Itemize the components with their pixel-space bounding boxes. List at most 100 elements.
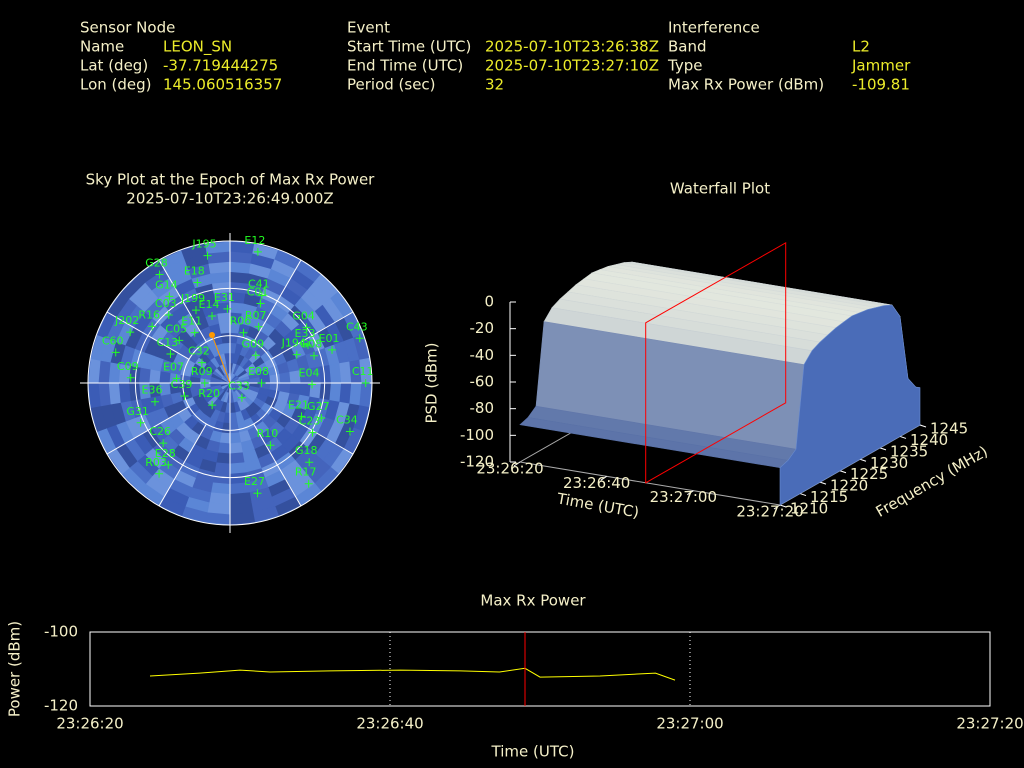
- satellite-marker: [208, 311, 217, 320]
- field-value: Jammer: [851, 57, 911, 75]
- z-tick-label: -100: [460, 426, 494, 444]
- y-tick-label: 1240: [910, 431, 948, 449]
- x-tick: [600, 475, 607, 481]
- section-title: Sensor Node: [80, 19, 175, 37]
- sky-tile: [220, 331, 231, 344]
- z-tick-label: -20: [470, 319, 495, 337]
- x-axis-title: Time (UTC): [555, 489, 641, 521]
- satellite-marker: [165, 292, 174, 301]
- y-tick: [859, 458, 867, 462]
- z-tick-label: -80: [470, 399, 495, 417]
- satellite-label: J199: [180, 292, 205, 305]
- satellite-marker: [155, 270, 164, 279]
- satellite-label: E08: [248, 365, 269, 378]
- satellite-label: E04: [299, 366, 320, 379]
- sky-tile: [204, 241, 231, 254]
- satellite-label: C03: [155, 297, 177, 310]
- satellite-label: E12: [244, 234, 265, 247]
- satellite-marker: [305, 458, 314, 467]
- satellite-marker: [355, 334, 364, 343]
- x-tick-label: 23:26:40: [563, 474, 630, 492]
- sky-tile: [148, 368, 161, 384]
- satellite-marker: [172, 374, 181, 383]
- sky-tile: [229, 241, 257, 244]
- satellite-label: G04: [292, 309, 315, 322]
- sky-tile: [269, 373, 282, 384]
- field-label: Max Rx Power (dBm): [668, 76, 824, 94]
- section-title: Event: [347, 19, 390, 37]
- x-tick-label: 23:27:20: [956, 715, 1023, 733]
- satellite-marker: [126, 373, 135, 382]
- field-value: LEON_SN: [163, 38, 232, 57]
- satellite-label: G18: [295, 444, 318, 457]
- y-tick: [779, 504, 787, 508]
- satellite-marker: [175, 336, 184, 345]
- plot-frame: [89, 631, 991, 707]
- satellite-label: J195: [191, 238, 216, 251]
- sky-tile: [229, 422, 240, 435]
- azimuth-spoke: [253, 423, 302, 507]
- sky-tile: [138, 366, 151, 384]
- satellite-marker: [256, 299, 265, 308]
- satellite-label: R06: [230, 315, 252, 328]
- x-tick-label: 23:27:00: [650, 488, 717, 506]
- satellite-marker: [308, 428, 317, 437]
- chart-subtitle: 2025-07-10T23:26:49.000Z: [126, 190, 333, 208]
- satellite-marker: [166, 349, 175, 358]
- sky-tile: [213, 462, 231, 475]
- field-label: Period (sec): [347, 76, 436, 94]
- satellite-marker: [136, 418, 145, 427]
- azimuth-spoke: [158, 259, 207, 343]
- satellite-label: C23: [299, 415, 321, 428]
- field-label: Start Time (UTC): [347, 38, 471, 56]
- satellite-marker: [126, 328, 135, 337]
- satellite-label: J194: [281, 337, 306, 350]
- satellite-label: E11: [181, 315, 202, 328]
- field-value: -37.719444275: [163, 57, 278, 75]
- satellite-marker: [239, 328, 248, 337]
- y-tick-label: 1215: [810, 488, 848, 506]
- y-tick-label: 1245: [930, 420, 968, 438]
- y-tick-label: -120: [44, 697, 78, 715]
- satellite-marker: [302, 323, 311, 332]
- azimuth-spoke: [106, 311, 190, 360]
- satellite-label: G27: [307, 400, 330, 413]
- satellite-label: J202: [114, 314, 139, 327]
- satellite-marker: [191, 306, 200, 315]
- azimuth-spoke: [253, 259, 302, 343]
- sky-tile: [217, 311, 231, 324]
- satellite-label: E14: [199, 298, 220, 311]
- satellite-label: G08: [300, 338, 323, 351]
- y-tick: [919, 424, 927, 428]
- satellite-label: R20: [198, 387, 220, 400]
- sky-tile: [369, 382, 372, 410]
- satellite-label: E27: [244, 475, 265, 488]
- satellite-label: G31: [126, 405, 149, 418]
- satellite-marker: [303, 340, 312, 349]
- field-label: Band: [668, 38, 707, 56]
- y-axis-title: Power (dBm): [6, 621, 24, 717]
- satellite-label: C32: [188, 345, 210, 358]
- satellite-marker: [254, 322, 263, 331]
- satellite-label: C05: [165, 322, 187, 335]
- azimuth-spoke: [158, 423, 207, 507]
- satellite-marker: [203, 251, 212, 260]
- y-tick: [899, 435, 907, 439]
- sky-tile: [218, 321, 231, 334]
- sky-tile: [222, 341, 231, 354]
- satellite-label: R17: [295, 466, 317, 479]
- satellite-label: E18: [184, 264, 205, 277]
- z-tick-label: -60: [470, 373, 495, 391]
- satellite-marker: [251, 351, 260, 360]
- sky-tile: [229, 512, 256, 525]
- azimuth-spoke: [270, 311, 354, 360]
- azimuth-spoke: [270, 406, 354, 455]
- x-tick-label: 23:26:20: [56, 715, 123, 733]
- x-tick-label: 23:27:20: [736, 503, 803, 521]
- satellite-label: R16: [138, 308, 160, 321]
- satellite-marker: [328, 345, 337, 354]
- sky-tile: [229, 452, 245, 465]
- satellite-marker: [200, 379, 209, 387]
- satellite-label: G14: [155, 278, 178, 291]
- sky-tile: [229, 442, 243, 455]
